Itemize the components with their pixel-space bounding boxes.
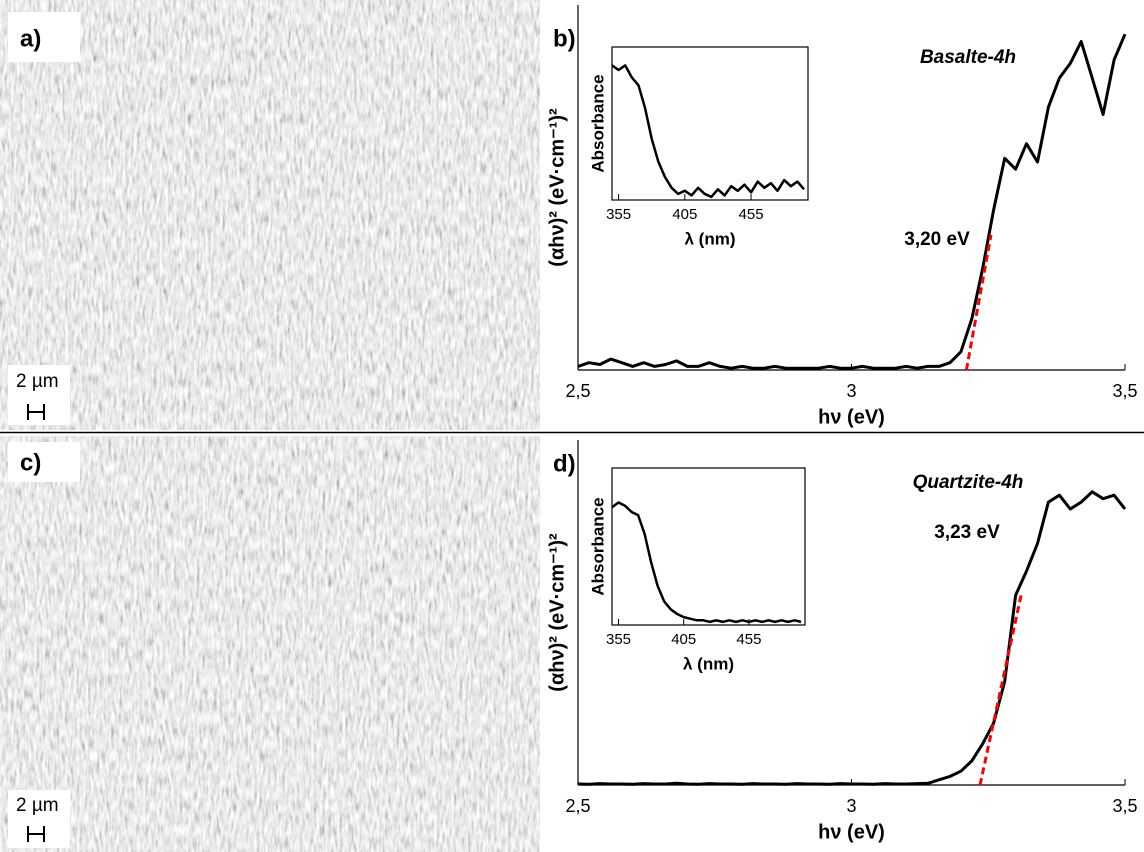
- fit-line: [964, 234, 993, 371]
- y-axis-label: Absorbance: [588, 497, 607, 595]
- x-axis-label: hν (eV): [818, 821, 885, 843]
- x-tick-label: 3,5: [1112, 796, 1137, 816]
- scale-bar: [27, 404, 45, 420]
- x-axis-label: hν (eV): [818, 406, 885, 428]
- data-line: [611, 64, 805, 199]
- x-tick-label: 2,5: [565, 381, 590, 401]
- scale-bar: [27, 826, 45, 842]
- panel-label: b): [553, 25, 576, 52]
- x-tick-label: 405: [672, 206, 697, 223]
- scale-box: [8, 365, 70, 425]
- sem-image: [0, 436, 540, 852]
- panel-label: d): [553, 450, 576, 477]
- inset-frame: [611, 46, 809, 201]
- scale-text: 2 µm: [16, 371, 59, 392]
- scale-text: 2 µm: [16, 795, 59, 816]
- x-tick-label: 455: [736, 631, 761, 648]
- x-axis-label: λ (nm): [685, 229, 736, 248]
- scale-box: [8, 790, 70, 848]
- inset-frame: [611, 467, 806, 626]
- x-tick-label: 355: [606, 631, 631, 648]
- y-axis-label: (αhν)² (eV·cm⁻¹)²: [546, 108, 568, 267]
- panel-label: a): [20, 25, 41, 52]
- x-tick-label: 405: [671, 631, 696, 648]
- sem-image: [0, 0, 540, 430]
- x-tick-label: 2,5: [565, 796, 590, 816]
- data-line: [577, 490, 1127, 786]
- panel-label: c): [20, 449, 41, 476]
- x-tick-label: 355: [606, 206, 631, 223]
- y-axis-label: Absorbance: [588, 74, 607, 172]
- chart-title: Basalte-4h: [920, 47, 1016, 68]
- x-tick-label: 3,5: [1112, 381, 1137, 401]
- x-axis-label: λ (nm): [683, 654, 734, 673]
- x-tick-label: 455: [739, 206, 764, 223]
- chart-title: Quartzite-4h: [913, 472, 1024, 493]
- y-axis-label: (αhν)² (eV·cm⁻¹)²: [546, 533, 568, 692]
- data-line: [611, 501, 802, 624]
- fit-line: [978, 594, 1023, 786]
- label-box: [8, 12, 80, 62]
- data-line: [577, 33, 1127, 370]
- x-tick-label: 3: [846, 796, 856, 816]
- x-tick-label: 3: [846, 381, 856, 401]
- label-box: [8, 442, 80, 482]
- annotation: 3,20 eV: [904, 229, 970, 250]
- annotation: 3,23 eV: [934, 522, 1000, 543]
